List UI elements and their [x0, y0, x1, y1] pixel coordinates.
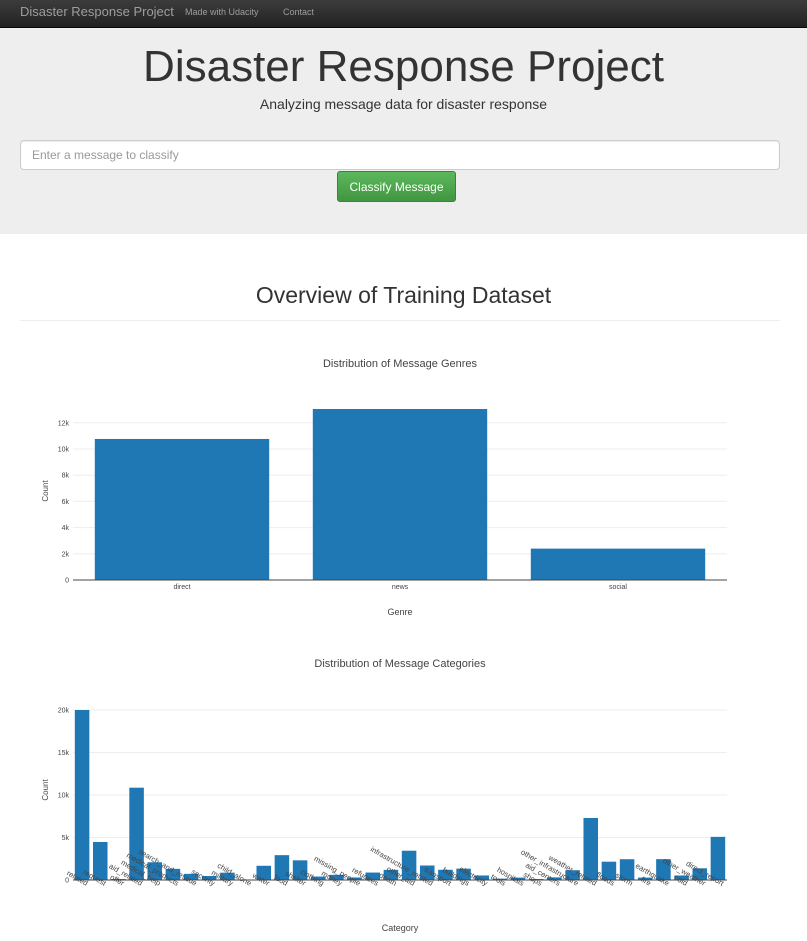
y-tick-label: 10k [58, 447, 70, 454]
x-tick-label: news [392, 584, 409, 591]
y-tick-label: 0 [65, 578, 69, 585]
x-tick-label: social [609, 584, 627, 591]
y-axis-label: Count [41, 480, 50, 502]
bar [365, 872, 381, 880]
message-input[interactable] [20, 140, 780, 170]
y-tick-label: 4k [62, 525, 70, 532]
y-tick-label: 10k [58, 793, 70, 800]
bar [619, 859, 635, 880]
bar [474, 875, 490, 880]
bar [438, 869, 453, 880]
y-tick-label: 2k [62, 551, 70, 558]
jumbotron: Disaster Response Project Analyzing mess… [0, 28, 807, 234]
bar [256, 865, 272, 880]
y-tick-label: 6k [62, 499, 70, 506]
bar [312, 408, 488, 580]
page-subtitle: Analyzing message data for disaster resp… [259, 96, 548, 112]
bar [183, 873, 199, 880]
bar [656, 859, 671, 880]
section-divider [20, 320, 780, 321]
bar [220, 872, 235, 880]
bar [419, 865, 435, 880]
x-tick-label: direct [173, 584, 190, 591]
x-axis-label: Genre [387, 607, 412, 617]
y-tick-label: 0 [65, 878, 69, 885]
y-tick-label: 12k [58, 420, 70, 427]
y-axis-label: Count [41, 779, 50, 801]
bar [347, 877, 362, 880]
chart-title: Distribution of Message Genres [323, 358, 478, 370]
bar [92, 841, 108, 880]
bar [547, 877, 562, 880]
bar [492, 878, 508, 880]
x-axis-label: Category [382, 923, 419, 933]
bar [565, 870, 580, 880]
bar [292, 860, 308, 880]
y-tick-label: 5k [62, 835, 70, 842]
y-tick-label: 15k [58, 750, 70, 757]
bar [401, 850, 417, 880]
bar [637, 877, 653, 880]
bar [674, 875, 689, 880]
bar [710, 836, 726, 880]
bar [274, 855, 290, 880]
bar [329, 874, 344, 880]
bar [530, 548, 706, 580]
bar [165, 868, 181, 880]
bar [147, 862, 163, 880]
bar [201, 875, 217, 880]
bar [456, 868, 471, 880]
bar [583, 817, 599, 880]
navbar: Disaster Response Project Made with Udac… [0, 0, 807, 28]
section-title: Overview of Training Dataset [255, 282, 552, 308]
bar [129, 787, 144, 880]
bar [692, 868, 708, 880]
genre-distribution-chart: Distribution of Message Genres Count Gen… [41, 358, 727, 617]
nav-link-made-with-udacity[interactable]: Made with Udacity [185, 7, 259, 17]
y-tick-label: 20k [58, 708, 70, 715]
navbar-brand[interactable]: Disaster Response Project [20, 4, 174, 19]
bar [310, 876, 326, 880]
bar [528, 878, 544, 880]
bar [111, 878, 126, 880]
bar [74, 710, 90, 880]
page-title: Disaster Response Project [143, 42, 664, 91]
bar [383, 869, 399, 880]
chart-title: Distribution of Message Categories [314, 658, 486, 670]
nav-link-contact[interactable]: Contact [283, 7, 315, 17]
y-tick-label: 8k [62, 473, 70, 480]
bar [510, 877, 526, 880]
bar [601, 861, 617, 880]
bar [94, 438, 270, 580]
classify-message-button[interactable]: Classify Message [337, 171, 456, 202]
category-distribution-chart: Distribution of Message Categories Count… [41, 658, 727, 933]
